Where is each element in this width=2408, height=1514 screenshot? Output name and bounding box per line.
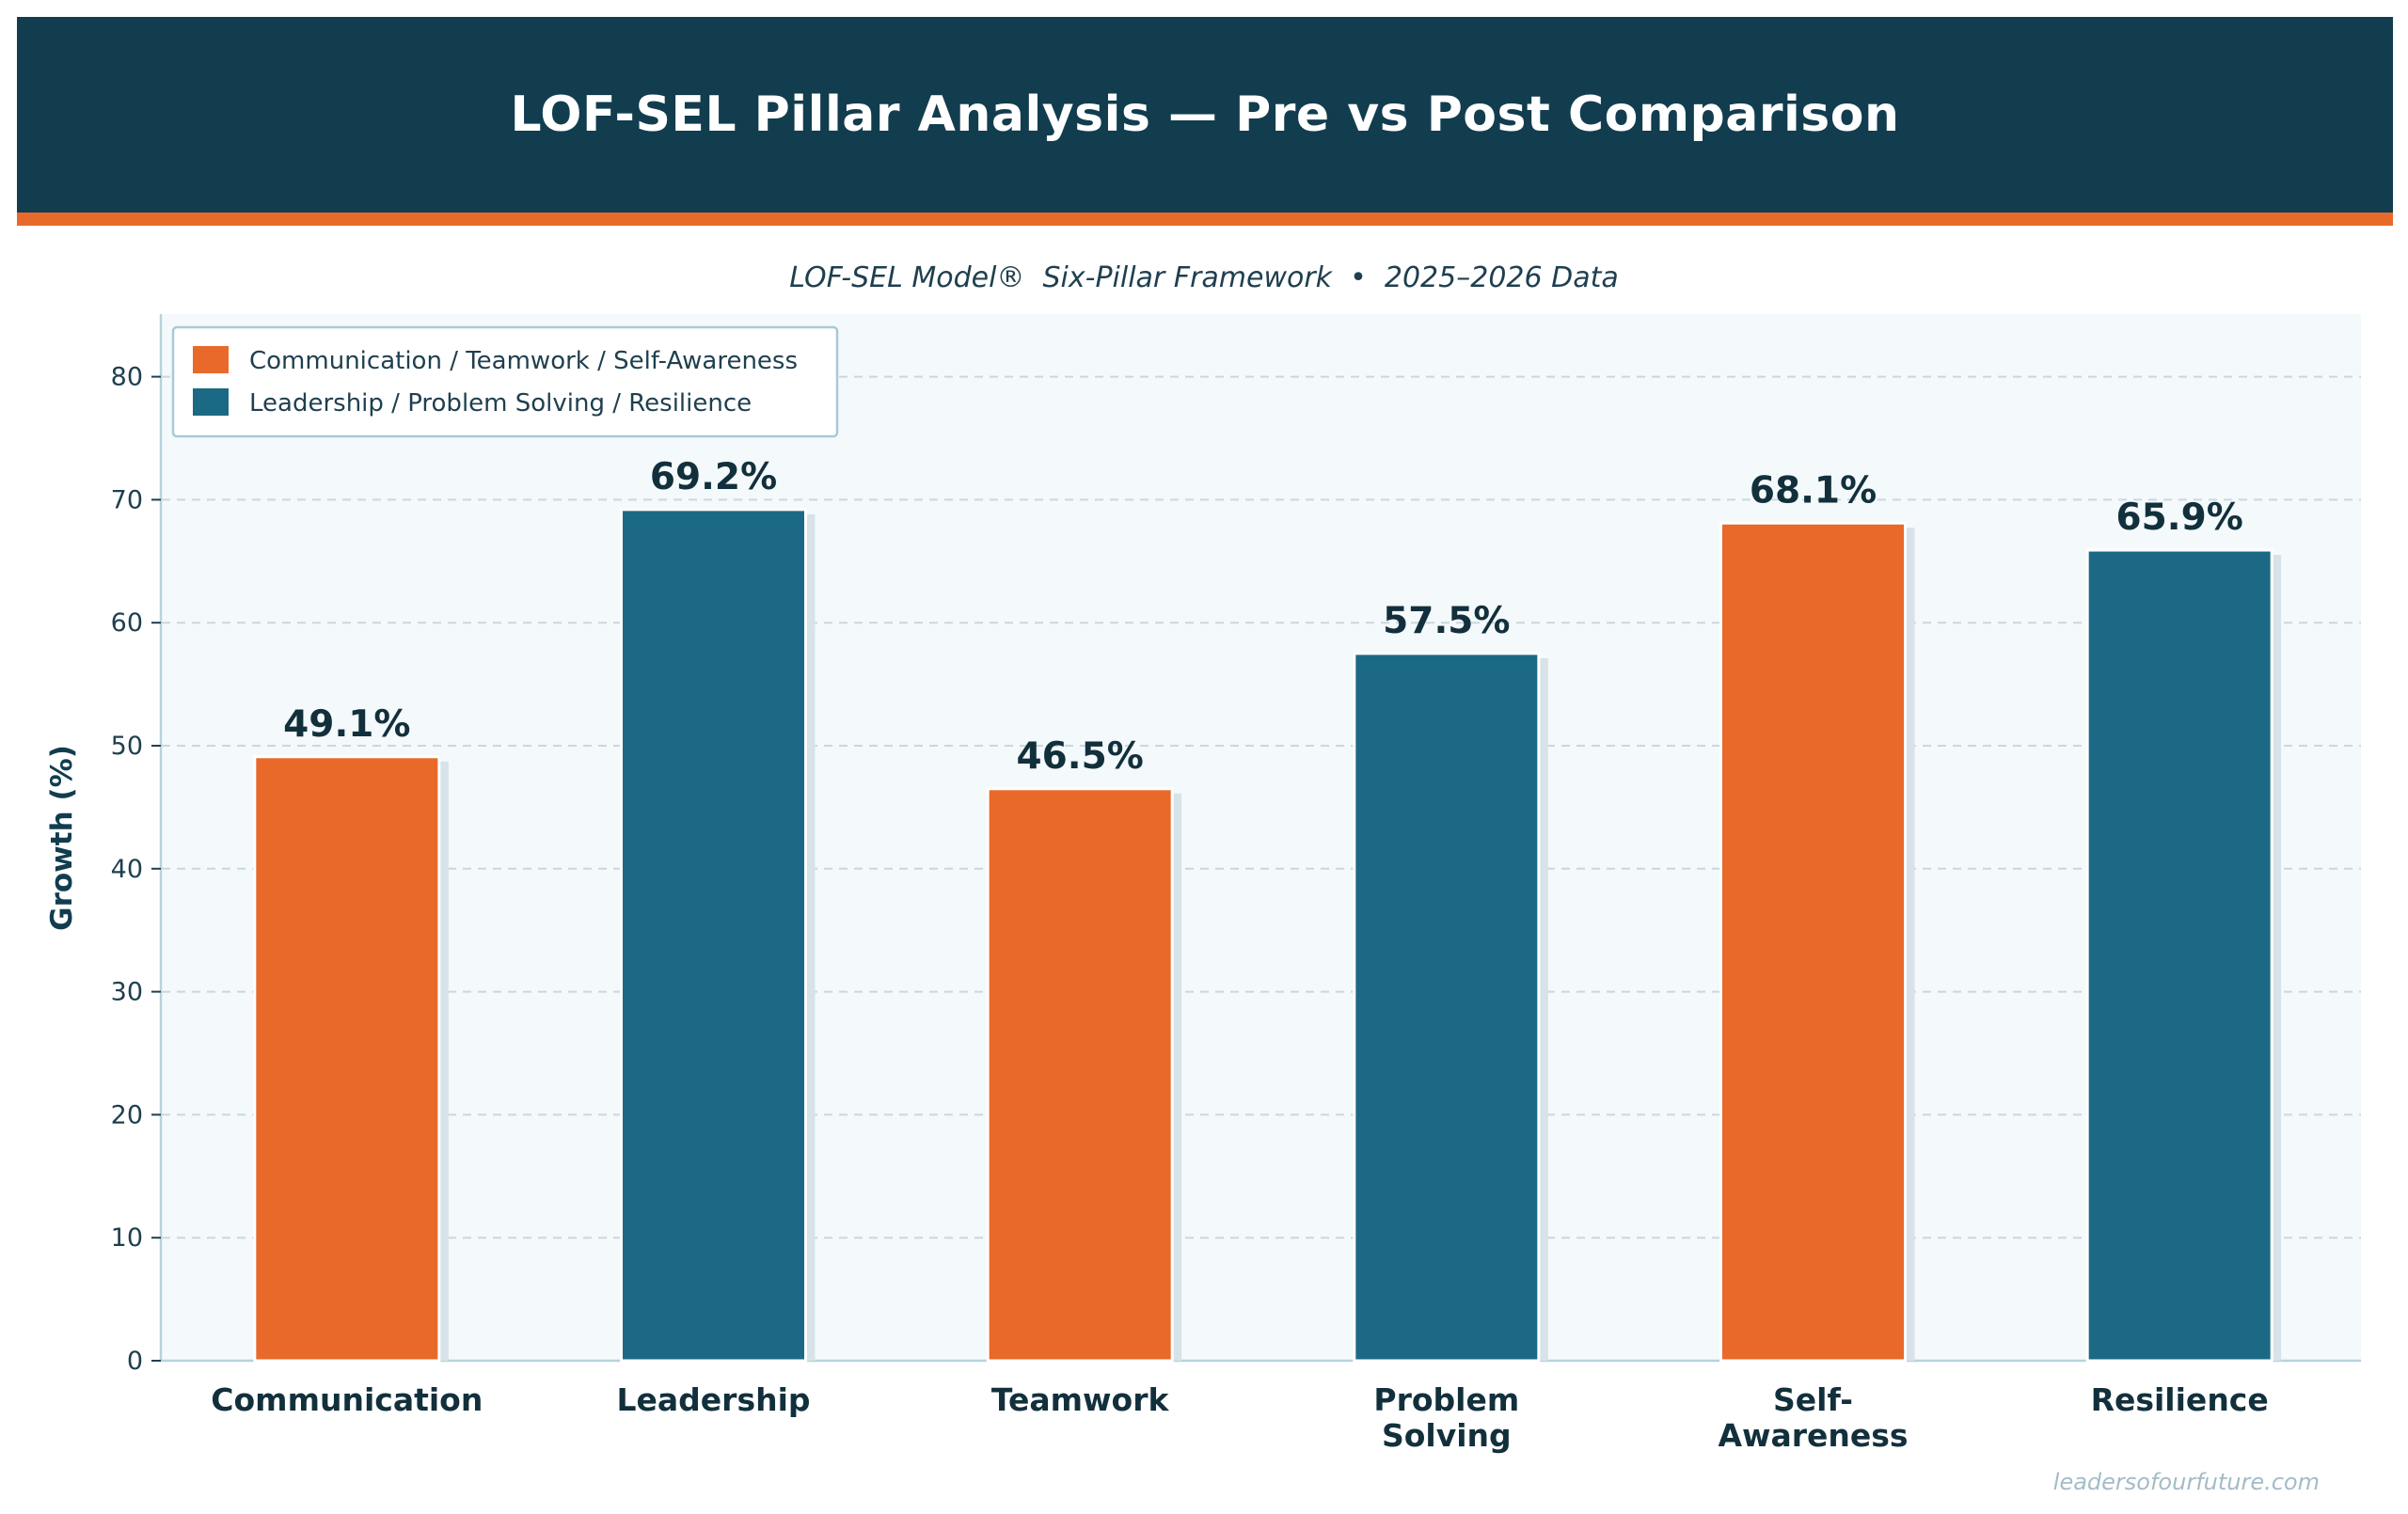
bar-communication	[253, 755, 441, 1363]
legend-label-teal: Leadership / Problem Solving / Resilienc…	[249, 389, 752, 418]
y-tick-label: 60	[111, 608, 143, 638]
x-tick-label: Awareness	[1718, 1417, 1908, 1454]
x-tick-label: Solving	[1382, 1417, 1512, 1454]
x-tick-label: Resilience	[2091, 1381, 2269, 1418]
bar-resilience	[2085, 548, 2273, 1363]
x-tick-label: Self-	[1773, 1381, 1853, 1418]
watermark: leadersofourfuture.com	[2052, 1469, 2320, 1495]
x-tick-label: Communication	[211, 1381, 483, 1418]
y-tick-label: 70	[111, 485, 143, 514]
legend-label-orange: Communication / Teamwork / Self-Awarenes…	[249, 347, 798, 375]
y-axis-ticks: 0 10 20 30 40 50 60 70 80	[111, 363, 161, 1376]
data-label: 69.2%	[650, 456, 777, 498]
data-label: 49.1%	[283, 703, 410, 746]
y-tick-label: 10	[111, 1223, 143, 1253]
bar-self-awareness	[1719, 521, 1907, 1363]
data-label: 57.5%	[1383, 600, 1510, 642]
y-tick-label: 40	[111, 855, 143, 884]
legend: Communication / Teamwork / Self-Awarenes…	[171, 325, 839, 438]
bar-leadership	[620, 508, 807, 1363]
legend-swatch-orange	[193, 346, 229, 373]
page-title: LOF-SEL Pillar Analysis — Pre vs Post Co…	[510, 87, 1900, 143]
data-label: 68.1%	[1750, 469, 1877, 512]
bars: 49.1% 69.2% 46.5% 57.5% 68.1% 65.9%	[253, 456, 2282, 1363]
y-tick-label: 80	[111, 363, 143, 392]
category-labels: Communication Leadership Teamwork ProblemSo…	[211, 1381, 2268, 1454]
y-tick-label: 0	[127, 1347, 143, 1376]
data-label: 46.5%	[1017, 735, 1144, 778]
x-tick-label: Teamwork	[991, 1381, 1170, 1418]
x-tick-label: Leadership	[616, 1381, 810, 1418]
y-tick-label: 50	[111, 732, 143, 761]
y-axis-title: Growth (%)	[45, 745, 79, 931]
bar-problem-solving	[1353, 652, 1541, 1363]
y-tick-label: 30	[111, 978, 143, 1007]
legend-box	[171, 325, 839, 438]
legend-swatch-teal	[193, 388, 229, 416]
chart-subtitle: LOF-SEL Model® Six-Pillar Framework • 20…	[789, 261, 1619, 294]
x-tick-label: Problem	[1373, 1381, 1519, 1418]
bar-teamwork	[986, 787, 1174, 1363]
header-banner: LOF-SEL Pillar Analysis — Pre vs Post Co…	[17, 17, 2393, 213]
data-label: 65.9%	[2116, 497, 2243, 539]
y-tick-label: 20	[111, 1100, 143, 1129]
header-accent-stripe	[17, 213, 2393, 226]
plot-area	[162, 314, 2361, 1360]
